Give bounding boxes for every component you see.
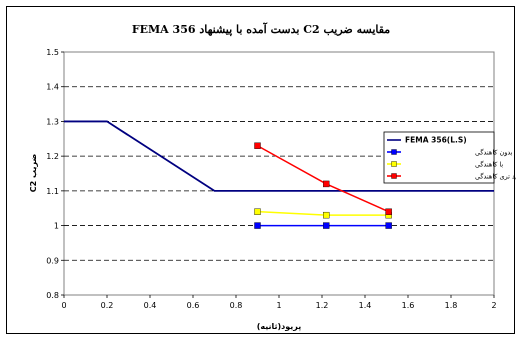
x-tick-label: 1	[276, 301, 281, 310]
legend-box	[383, 131, 495, 184]
legend-label: با شدید تری کاهندگی	[475, 173, 516, 181]
legend: FEMA 356(L.S) بدون کاهندگی با کاهندگی با شد…	[383, 131, 516, 184]
data-point	[323, 180, 330, 188]
y-axis-label: ضريب C2	[29, 154, 38, 193]
y-tick-label: 1.4	[46, 83, 59, 92]
x-tick-label: 1.2	[316, 301, 329, 310]
legend-swatch-marker	[391, 161, 397, 167]
chart-svg: مقايسه ضريب C2 بدست آمده با پيشنهاد FEMA…	[29, 22, 516, 331]
y-tick-label: 1.5	[46, 48, 59, 57]
y-tick-label: 1.3	[46, 117, 59, 126]
data-point	[254, 142, 261, 149]
data-point	[254, 222, 261, 229]
y-tick-label: 1	[54, 222, 59, 231]
data-point	[323, 211, 330, 219]
x-axis-label: پريود(ثانيه)	[257, 322, 302, 331]
legend-swatch-marker	[391, 173, 397, 179]
y-tick-label: 0.9	[46, 256, 59, 265]
x-tick-label: 1.4	[359, 301, 372, 310]
data-point	[254, 208, 261, 215]
x-tick-label: 2	[491, 301, 496, 310]
x-axis-ticks: 0 0.2 0.4 0.6 0.8 1 1.2 1.4 1.6 1.8 2	[61, 295, 497, 310]
x-tick-label: 1.8	[445, 301, 458, 310]
chart-area: مقايسه ضريب C2 بدست آمده با پيشنهاد FEMA…	[6, 6, 516, 334]
y-tick-label: 1.1	[46, 187, 59, 196]
legend-label: FEMA 356(L.S)	[405, 136, 467, 145]
x-tick-label: 0.6	[187, 301, 200, 310]
data-point	[385, 208, 392, 215]
chart-title: مقايسه ضريب C2 بدست آمده با پيشنهاد FEMA…	[132, 22, 390, 36]
series-layer	[64, 120, 494, 229]
y-tick-label: 1.2	[46, 152, 59, 161]
series-line-0	[64, 120, 494, 192]
y-axis-ticks: 0.8 0.9 1 1.1 1.2 1.3 1.4 1.5	[46, 48, 64, 300]
x-tick-label: 0	[61, 301, 66, 310]
y-tick-label: 0.8	[46, 291, 59, 300]
x-tick-label: 1.6	[402, 301, 415, 310]
legend-label: با کاهندگی	[475, 161, 503, 169]
x-tick-label: 0.8	[230, 301, 243, 310]
data-point	[323, 222, 330, 229]
x-tick-label: 0.2	[101, 301, 114, 310]
x-tick-label: 0.4	[144, 301, 157, 310]
legend-label: بدون کاهندگی	[475, 149, 513, 157]
legend-swatch-marker	[391, 149, 397, 155]
data-point	[385, 222, 392, 229]
